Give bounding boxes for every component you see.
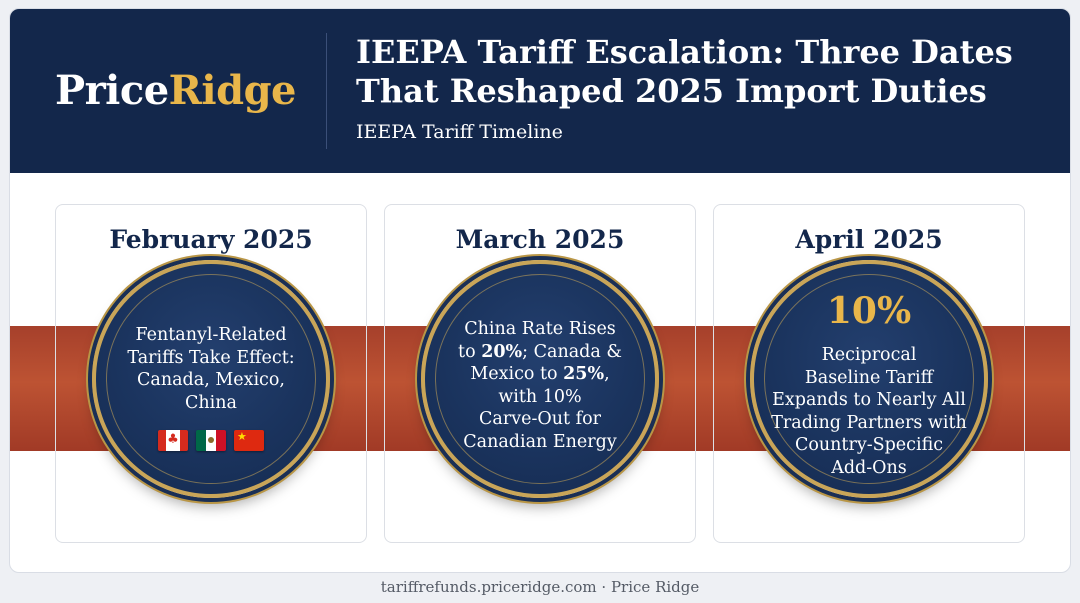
timeline-column-march: March 2025 xyxy=(384,204,696,543)
timeline-column-february: February 2025 xyxy=(55,204,367,543)
header-bar: PriceRidge IEEPA Tariff Escalation: Thre… xyxy=(10,9,1070,173)
column-date: February 2025 xyxy=(109,225,313,254)
highlight-percentage: 10% xyxy=(826,290,912,332)
medallion-text: China Rate Rises to 20%; Canada & Mexico… xyxy=(458,319,622,452)
page-subtitle: IEEPA Tariff Timeline xyxy=(356,121,563,143)
canada-flag-icon xyxy=(158,430,188,451)
china-flag-icon xyxy=(234,430,264,451)
medallion-april: 10% Reciprocal Baseline Tariff Expands t… xyxy=(750,260,988,498)
mexico-flag-icon xyxy=(196,430,226,451)
title-line-2: That Reshaped 2025 Import Duties xyxy=(356,72,987,110)
medallion-february: Fentanyl-Related Tariffs Take Effect: Ca… xyxy=(92,260,330,498)
medallion-text: Reciprocal Baseline Tariff Expands to Ne… xyxy=(771,345,967,478)
timeline-column-april: April 2025 xyxy=(713,204,1025,543)
column-date: March 2025 xyxy=(455,225,625,254)
footer-credit: tariffrefunds.priceridge.com · Price Rid… xyxy=(380,578,700,596)
header-divider xyxy=(326,33,327,149)
page-title: IEEPA Tariff Escalation: Three Dates Tha… xyxy=(356,33,1056,111)
flag-row xyxy=(96,430,326,451)
brand-logo: PriceRidge xyxy=(55,67,296,114)
medallion-text: Fentanyl-Related Tariffs Take Effect: Ca… xyxy=(127,325,295,413)
title-line-1: IEEPA Tariff Escalation: Three Dates xyxy=(356,33,1013,71)
column-date: April 2025 xyxy=(795,225,943,254)
medallion-march: China Rate Rises to 20%; Canada & Mexico… xyxy=(421,260,659,498)
